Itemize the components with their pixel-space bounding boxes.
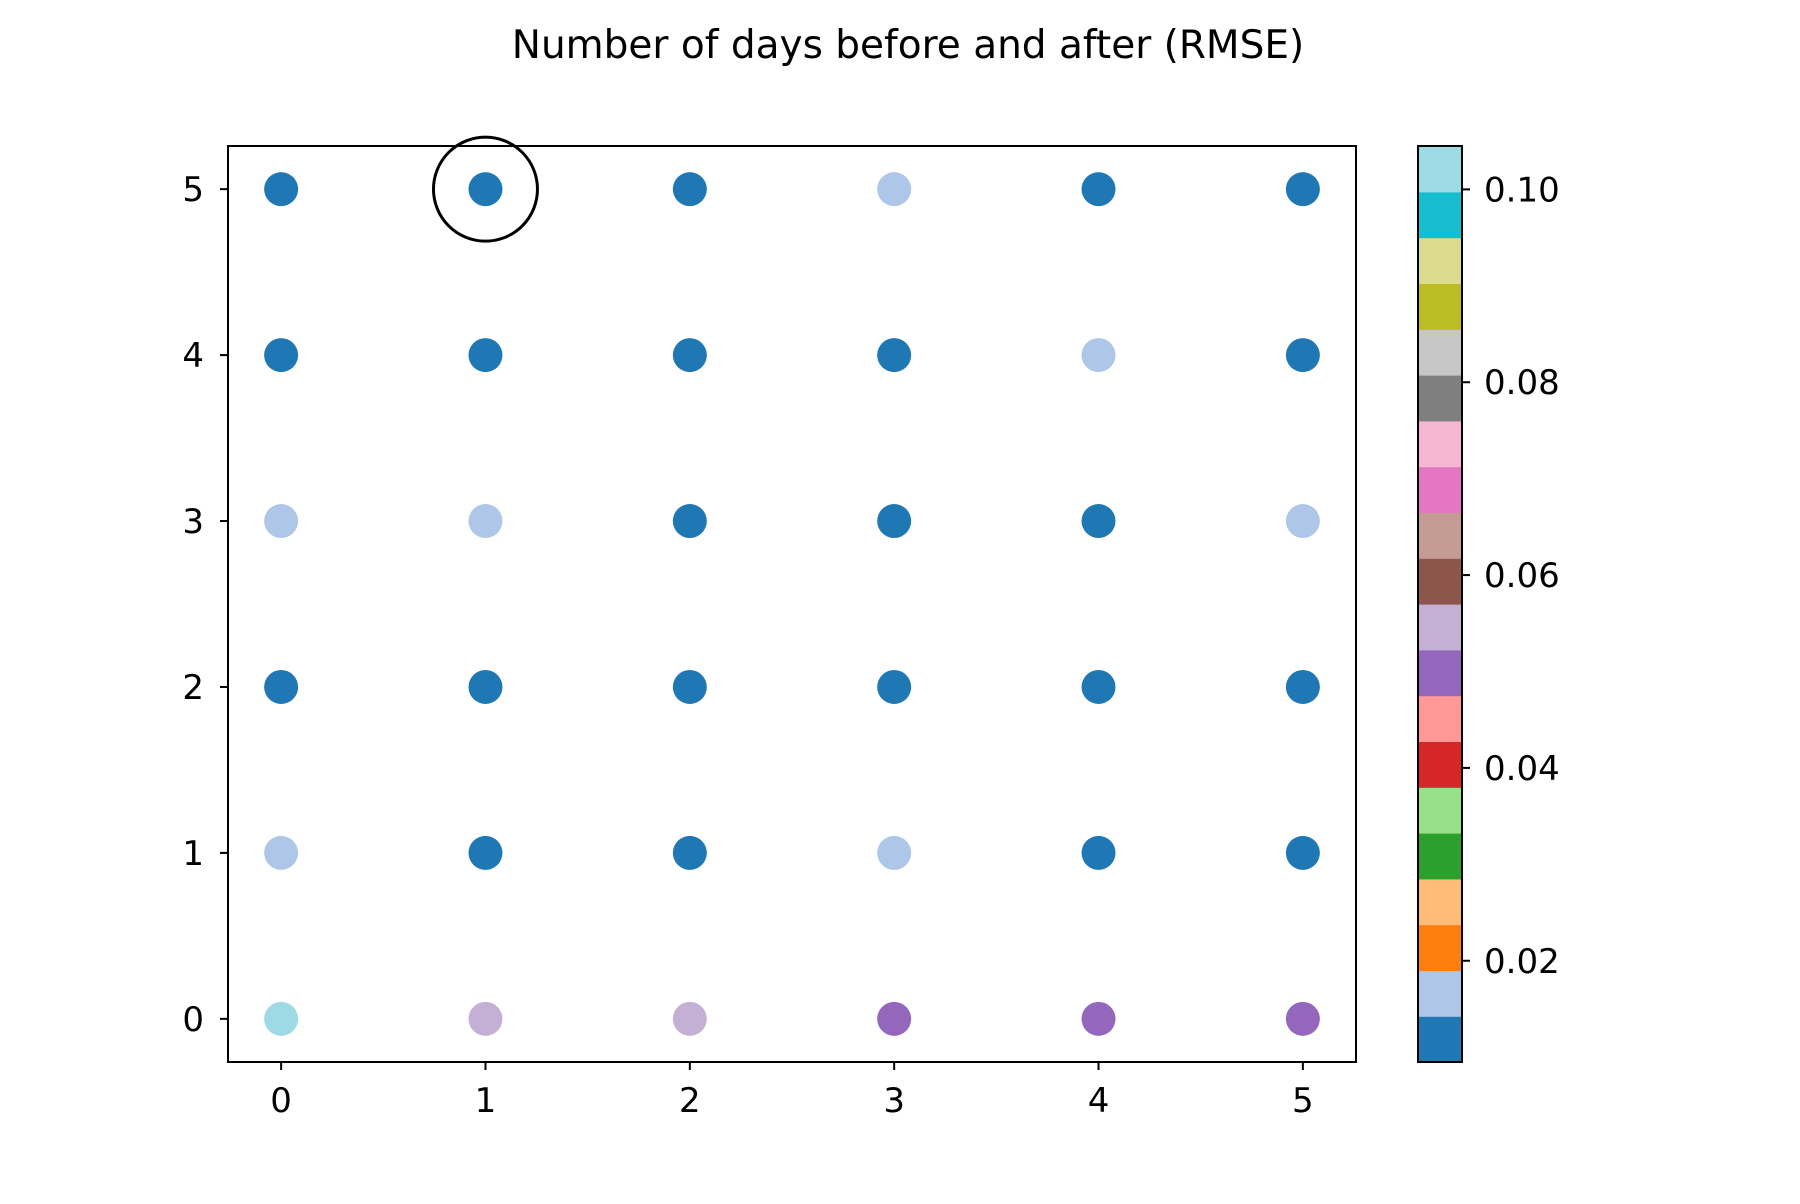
- colorbar-segment: [1418, 283, 1462, 330]
- colorbar-segment: [1418, 649, 1462, 697]
- data-point: [264, 172, 299, 207]
- y-tick-label: 2: [182, 668, 204, 708]
- data-point: [672, 835, 707, 870]
- data-point: [877, 1001, 912, 1036]
- x-tick-label: 0: [270, 1081, 292, 1121]
- colorbar-segment: [1418, 558, 1462, 605]
- highlight-ring: [431, 135, 539, 243]
- data-point: [1081, 338, 1116, 373]
- data-point: [264, 1001, 299, 1036]
- data-point: [1285, 504, 1320, 539]
- y-tick-label: 1: [182, 834, 204, 874]
- colorbar-tick-label: 0.06: [1484, 556, 1560, 596]
- data-point: [264, 835, 299, 870]
- data-point: [1081, 835, 1116, 870]
- colorbar: 0.02 0.04 0.06 0.08 0.10: [1417, 145, 1560, 1063]
- data-point: [468, 835, 503, 870]
- data-point: [877, 835, 912, 870]
- data-point: [672, 172, 707, 207]
- data-point: [877, 338, 912, 373]
- data-point: [468, 504, 503, 539]
- x-tick-label: 3: [883, 1081, 905, 1121]
- colorbar-segment: [1418, 420, 1462, 468]
- colorbar-segment: [1418, 146, 1462, 193]
- data-point: [877, 669, 912, 704]
- data-point: [1285, 1001, 1320, 1036]
- data-point: [264, 669, 299, 704]
- data-point: [672, 1001, 707, 1036]
- colorbar-frame: [1417, 145, 1463, 1063]
- colorbar-segment: [1418, 604, 1462, 651]
- data-point: [877, 172, 912, 207]
- data-point: [672, 669, 707, 704]
- x-tick-label: 2: [679, 1081, 701, 1121]
- data-point: [468, 1001, 503, 1036]
- data-point: [1081, 504, 1116, 539]
- data-point: [1285, 172, 1320, 207]
- colorbar-segment: [1418, 833, 1462, 880]
- colorbar-segment: [1418, 512, 1462, 559]
- plot-frame: [227, 145, 1357, 1063]
- colorbar-segment: [1418, 191, 1462, 239]
- colorbar-segment: [1418, 878, 1462, 926]
- data-point: [1081, 669, 1116, 704]
- x-tick-label: 5: [1292, 1081, 1314, 1121]
- colorbar-tick-label: 0.10: [1484, 170, 1560, 210]
- colorbar-segment: [1418, 237, 1462, 284]
- data-point: [672, 338, 707, 373]
- y-tick-label: 3: [182, 502, 204, 542]
- colorbar-segment: [1418, 787, 1462, 834]
- data-point: [1081, 172, 1116, 207]
- colorbar-segment: [1418, 466, 1462, 513]
- data-point: [264, 338, 299, 373]
- data-point: [1285, 338, 1320, 373]
- data-point: [672, 504, 707, 539]
- colorbar-segment: [1418, 329, 1462, 376]
- data-point: [468, 338, 503, 373]
- colorbar-tick-label: 0.08: [1484, 363, 1560, 403]
- x-tick-label: 1: [475, 1081, 497, 1121]
- chart-title: Number of days before and after (RMSE): [512, 23, 1304, 68]
- x-tick-label: 4: [1088, 1081, 1110, 1121]
- colorbar-segment: [1418, 924, 1462, 971]
- plot-area: 0 1 2 3 4 5 0 1 2 3 4 5: [182, 135, 1357, 1121]
- y-tick-label: 0: [182, 1000, 204, 1040]
- colorbar-segment: [1418, 695, 1462, 742]
- data-point: [264, 504, 299, 539]
- data-point: [1081, 1001, 1116, 1036]
- data-point: [468, 669, 503, 704]
- data-point: [468, 172, 503, 207]
- data-point: [1285, 669, 1320, 704]
- colorbar-tick-label: 0.02: [1484, 942, 1560, 982]
- y-tick-label: 5: [182, 170, 204, 210]
- data-point: [877, 504, 912, 539]
- y-tick-label: 4: [182, 336, 204, 376]
- colorbar-segment: [1418, 741, 1462, 788]
- colorbar-segment: [1418, 375, 1462, 422]
- colorbar-segment: [1418, 1016, 1462, 1063]
- colorbar-segment: [1418, 970, 1462, 1017]
- data-point: [1285, 835, 1320, 870]
- colorbar-tick-label: 0.04: [1484, 749, 1560, 789]
